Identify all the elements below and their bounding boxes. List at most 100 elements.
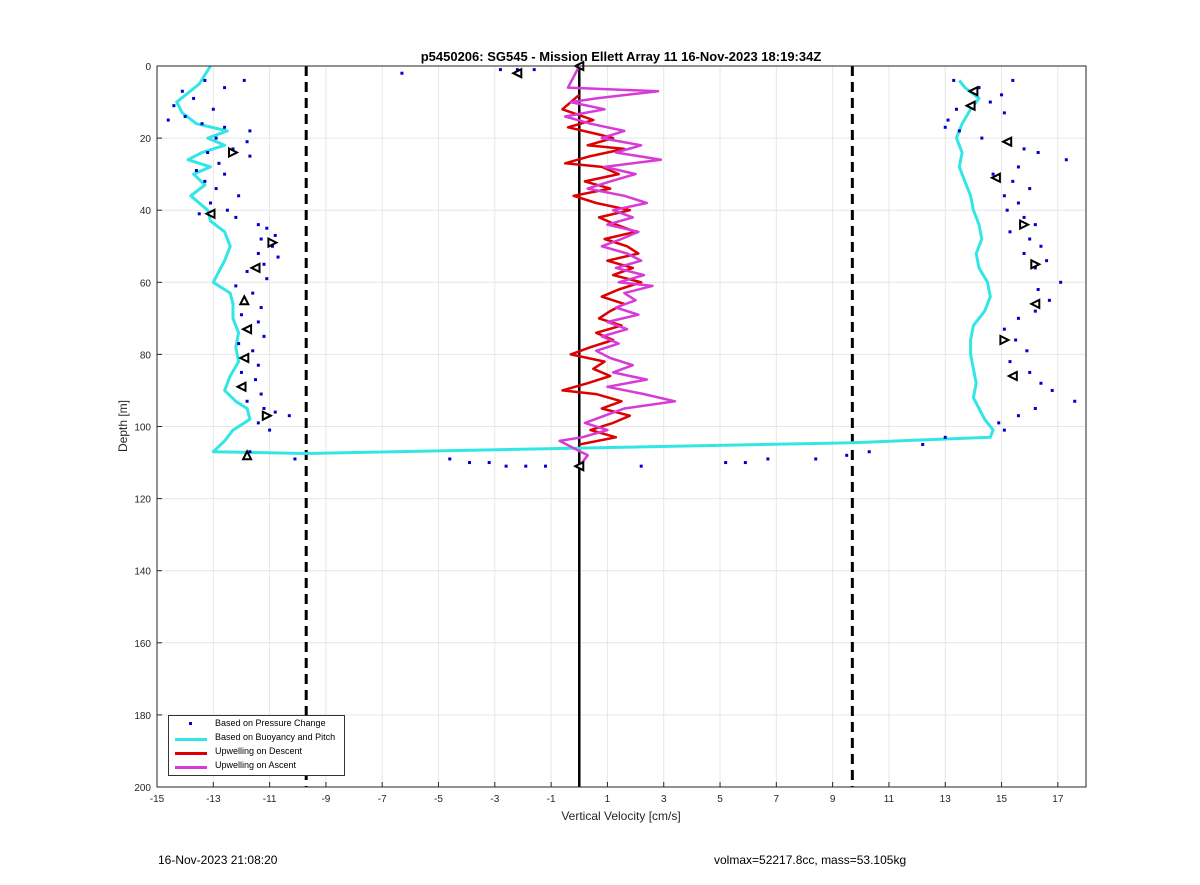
pressure-point bbox=[1000, 93, 1004, 97]
pressure-point bbox=[1011, 179, 1015, 183]
x-tick-label: -13 bbox=[206, 794, 221, 805]
pressure-point bbox=[1022, 147, 1026, 151]
pressure-point bbox=[183, 114, 187, 118]
legend-item-buoyancy: Based on Buoyancy and Pitch bbox=[169, 732, 344, 745]
y-ticks: 0 20 40 60 80 100 120 140 160 180 200 bbox=[134, 62, 162, 794]
series-layer bbox=[166, 65, 1077, 468]
pressure-point bbox=[203, 179, 207, 183]
legend-label-buoyancy: Based on Buoyancy and Pitch bbox=[215, 732, 336, 742]
x-tick-label: 17 bbox=[1052, 794, 1064, 805]
pressure-point bbox=[259, 392, 263, 396]
pressure-point bbox=[467, 461, 471, 465]
x-tick-label: -1 bbox=[547, 794, 556, 805]
triangle-marker bbox=[241, 449, 253, 461]
triangle-marker bbox=[238, 294, 250, 306]
pressure-point bbox=[1002, 194, 1006, 198]
pressure-point bbox=[192, 96, 196, 100]
pressure-point bbox=[1014, 338, 1018, 342]
triangle-marker bbox=[228, 146, 240, 159]
pressure-point bbox=[214, 136, 218, 140]
triangle-marker bbox=[573, 460, 585, 472]
pressure-point bbox=[223, 125, 227, 129]
pressure-point bbox=[223, 86, 227, 90]
pressure-point bbox=[1008, 230, 1012, 234]
pressure-point bbox=[867, 450, 871, 454]
pressure-point bbox=[262, 406, 266, 410]
series-line-3 bbox=[558, 65, 677, 467]
pressure-point bbox=[1002, 428, 1006, 432]
pressure-point bbox=[1016, 414, 1020, 418]
pressure-point bbox=[845, 453, 849, 457]
pressure-point bbox=[197, 212, 201, 216]
pressure-point bbox=[194, 169, 198, 173]
x-tick-label: -9 bbox=[321, 794, 330, 805]
series-line-1 bbox=[175, 65, 995, 455]
pressure-point bbox=[1033, 223, 1037, 227]
triangle-marker bbox=[249, 262, 261, 274]
pressure-point bbox=[515, 68, 519, 72]
legend-item-ascent: Upwelling on Ascent bbox=[169, 760, 344, 773]
reference-lines bbox=[304, 66, 854, 787]
x-tick-label: 5 bbox=[717, 794, 723, 805]
pressure-point bbox=[1016, 165, 1020, 169]
pressure-point bbox=[259, 306, 263, 310]
pressure-point bbox=[256, 421, 260, 425]
pressure-point bbox=[1025, 349, 1029, 353]
pressure-point bbox=[225, 208, 229, 212]
legend-symbol-ascent bbox=[175, 766, 207, 769]
x-tick-label: 9 bbox=[830, 794, 836, 805]
pressure-point bbox=[270, 244, 274, 248]
pressure-point bbox=[239, 370, 243, 374]
triangle-marker bbox=[967, 85, 979, 97]
pressure-point bbox=[400, 71, 404, 75]
pressure-point bbox=[256, 363, 260, 367]
triangle-marker bbox=[240, 323, 253, 335]
pressure-point bbox=[952, 78, 956, 82]
footer-vehicle-info: volmax=52217.8cc, mass=53.105kg bbox=[714, 853, 907, 867]
pressure-point bbox=[273, 233, 277, 237]
pressure-point bbox=[273, 410, 277, 414]
y-tick-label: 20 bbox=[140, 134, 152, 145]
pressure-point bbox=[766, 457, 770, 461]
y-axis-label: Depth [m] bbox=[116, 400, 130, 452]
pressure-point bbox=[248, 154, 252, 158]
y-tick-label: 180 bbox=[134, 711, 151, 722]
pressure-point bbox=[977, 86, 981, 90]
x-tick-label: -15 bbox=[150, 794, 165, 805]
pressure-point bbox=[1045, 259, 1049, 263]
pressure-point bbox=[237, 194, 241, 198]
pressure-point bbox=[524, 464, 528, 468]
marker-layer bbox=[204, 60, 1042, 472]
pressure-point bbox=[245, 140, 249, 144]
pressure-point bbox=[997, 421, 1001, 425]
y-tick-label: 200 bbox=[134, 783, 151, 794]
pressure-point bbox=[1073, 399, 1077, 403]
triangle-marker bbox=[999, 334, 1011, 346]
triangle-marker bbox=[1019, 218, 1031, 231]
legend-label-descent: Upwelling on Descent bbox=[215, 746, 303, 756]
pressure-point bbox=[504, 464, 508, 468]
legend-item-descent: Upwelling on Descent bbox=[169, 746, 344, 759]
y-tick-label: 120 bbox=[134, 495, 151, 506]
pressure-point bbox=[943, 435, 947, 439]
series-line-2 bbox=[561, 93, 643, 446]
triangle-marker bbox=[1000, 136, 1013, 148]
pressure-point bbox=[724, 461, 728, 465]
x-tick-label: 13 bbox=[940, 794, 952, 805]
pressure-point bbox=[1022, 215, 1026, 219]
pressure-point bbox=[256, 223, 260, 227]
pressure-point bbox=[166, 118, 170, 122]
triangle-marker bbox=[261, 410, 274, 422]
pressure-point bbox=[256, 251, 260, 255]
pressure-point bbox=[231, 147, 235, 151]
pressure-point bbox=[946, 118, 950, 122]
pressure-point bbox=[1011, 78, 1015, 82]
pressure-point bbox=[1036, 151, 1040, 155]
pressure-point bbox=[293, 457, 297, 461]
y-tick-label: 80 bbox=[140, 350, 152, 361]
pressure-point bbox=[988, 100, 992, 104]
pressure-point bbox=[1039, 381, 1043, 385]
triangle-marker bbox=[238, 352, 250, 364]
triangle-marker bbox=[267, 236, 279, 249]
